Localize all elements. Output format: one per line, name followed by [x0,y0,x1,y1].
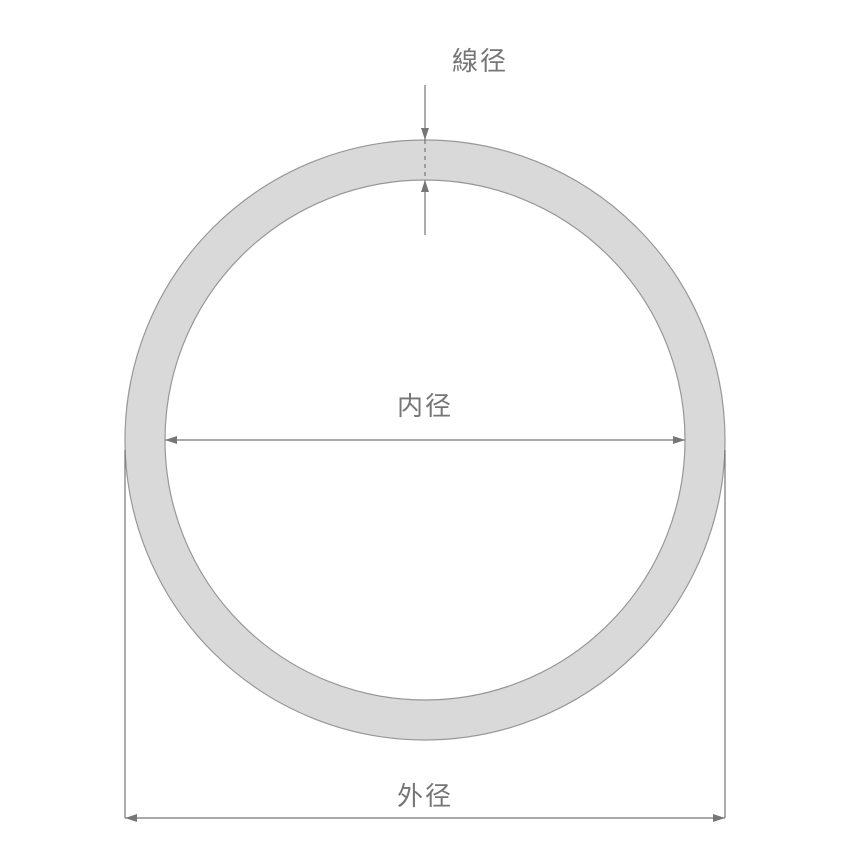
ring-diagram: 線径内径外径 [0,0,850,850]
inner-diameter-label: 内径 [397,391,453,421]
wire-diameter-label: 線径 [452,46,508,76]
outer-diameter-label: 外径 [397,781,453,811]
